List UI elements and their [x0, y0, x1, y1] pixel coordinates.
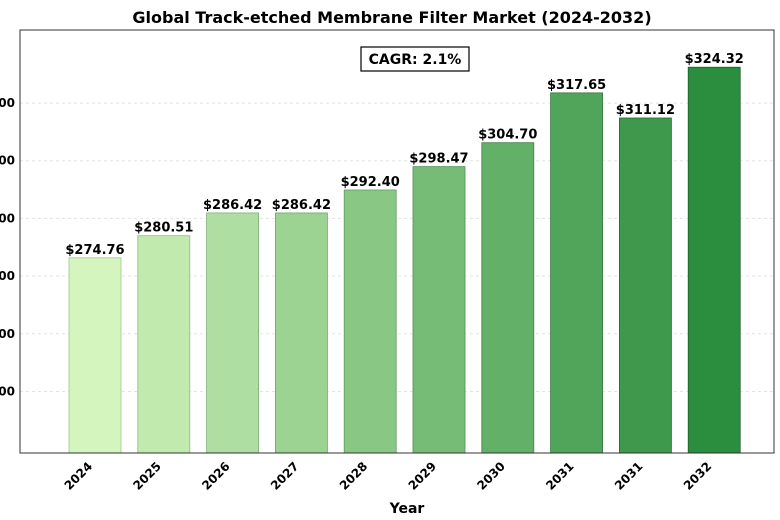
y-tick-label: 00 [0, 384, 15, 398]
y-tick-label: 00 [0, 327, 15, 341]
x-tick-label: 2032 [681, 459, 715, 493]
bar-2031 [619, 117, 672, 454]
data-label: $286.42 [272, 198, 331, 213]
bar-2030 [481, 142, 535, 454]
bar-2025 [137, 235, 191, 454]
x-tick-label: 2027 [268, 459, 302, 493]
chart-title: Global Track-etched Membrane Filter Mark… [132, 8, 651, 27]
bar-2027 [274, 212, 328, 454]
data-label: $274.76 [65, 243, 124, 258]
bar-2031 [550, 92, 603, 454]
y-tick-label: 00 [0, 211, 15, 225]
x-tick-label: 2030 [474, 459, 508, 493]
data-label: $311.12 [616, 103, 675, 118]
data-label: $304.70 [478, 128, 537, 143]
y-tick-label: 00 [0, 269, 15, 283]
cagr-box: CAGR: 2.1% [360, 46, 470, 72]
x-tick-label: 2031 [543, 459, 577, 493]
y-tick-labels: 00 00 00 00 00 00 [0, 96, 15, 398]
plot-frame [19, 29, 775, 454]
cagr-annotation: CAGR: 2.1% [369, 52, 462, 68]
data-label: $298.47 [409, 152, 468, 167]
bar-2029 [412, 166, 466, 454]
data-labels: $274.76 $280.51 $286.42 $286.42 $292.40 $298.… [65, 52, 743, 258]
data-label: $286.42 [203, 198, 262, 213]
bar-2026 [206, 212, 260, 454]
x-tick-label: 2024 [62, 459, 96, 493]
x-tick-label: 2029 [406, 459, 440, 493]
y-tick-label: 00 [0, 96, 15, 110]
bars [68, 66, 741, 454]
x-tick-labels: 2024 2025 2026 2027 2028 2029 2030 2031 2031 2032 [62, 459, 715, 493]
data-label: $324.32 [685, 52, 744, 67]
x-axis-label: Year [389, 501, 425, 517]
data-label: $317.65 [547, 78, 606, 93]
bar-2024 [68, 257, 122, 454]
x-tick-label: 2026 [199, 459, 233, 493]
bar-2028 [343, 189, 397, 454]
data-label: $292.40 [341, 175, 400, 190]
y-tick-label: 00 [0, 154, 15, 168]
x-tick-label: 2031 [612, 459, 646, 493]
data-label: $280.51 [134, 221, 193, 236]
x-tick-label: 2028 [337, 459, 371, 493]
x-tick-label: 2025 [130, 459, 164, 493]
bar-2032 [687, 66, 741, 454]
